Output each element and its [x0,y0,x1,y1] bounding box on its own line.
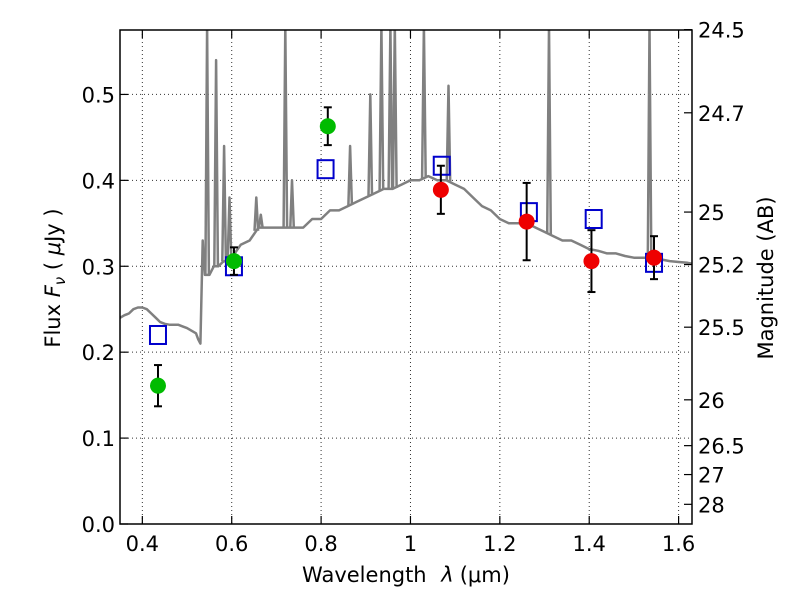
x-tick-label: 1 [404,532,417,556]
photometry-point [225,253,242,270]
y2-axis-label: Magnitude (AB) [754,196,778,359]
x-tick-label: 1.2 [483,532,516,556]
y2-tick-label: 26 [698,389,725,413]
photometry-point [149,377,166,394]
spectrum-line [120,174,692,345]
emission-line-spike [387,30,394,189]
axes: 0.4 0.6 0.8 1 1.2 1.4 1.6 0.0 0.1 0.2 0.3 0.4 0.5 24.… [82,19,745,556]
emission-line-spike [445,84,452,182]
photometry-point [646,249,663,266]
spectrum [120,30,692,345]
emission-line-spike [391,30,398,188]
model-photometry-square [584,209,603,230]
x-tick-label: 1.6 [662,532,695,556]
y2-tick-label: 27 [698,464,725,488]
emission-line-spike [347,144,354,206]
y2-tick-label: 24.5 [698,19,745,43]
data-points [148,106,664,408]
emission-line-spike [257,213,264,228]
photometry-point [432,181,449,198]
y-tick-label: 0.2 [82,341,115,365]
emission-line-spike [213,58,220,267]
emission-line-spike [204,30,211,275]
x-tick-label: 0.8 [304,532,337,556]
y-tick-label: 0.5 [82,83,115,107]
x-axis-label: Wavelength λ (μm) [302,563,510,587]
y2-tick-label: 26.5 [698,435,745,459]
emission-line-spike [221,144,228,262]
y2-tick-label: 28 [698,493,725,517]
y2-tick-label: 25.5 [698,316,745,340]
y-tick-label: 0.0 [82,513,115,537]
y-tick-label: 0.1 [82,427,115,451]
photometry-point [319,118,336,135]
emission-line-spike [226,196,233,259]
y-axis-label: Flux Fν ( μJy ) [41,208,69,347]
y2-tick-label: 25.2 [698,254,745,278]
plot-frame [119,29,693,525]
model-photometry-square [316,159,335,180]
emission-line-spike [646,30,653,258]
photometry-point [518,213,535,230]
emission-line-spike [289,179,296,228]
y2-tick-label: 25 [698,201,725,225]
photometry-point [583,253,600,270]
emission-line-spike [253,196,260,231]
emission-line-spike [367,93,374,196]
emission-line-spike [545,30,553,235]
y2-tick-label: 24.7 [698,102,745,126]
model-photometry-square [148,324,167,345]
emission-line-spike [378,30,385,191]
emission-line-spike [282,30,289,228]
y-tick-label: 0.3 [82,255,115,279]
y-tick-label: 0.4 [82,169,115,193]
emission-line-spike [420,30,427,179]
x-tick-label: 1.4 [573,532,606,556]
x-tick-label: 0.6 [215,532,248,556]
x-tick-label: 0.4 [126,532,159,556]
